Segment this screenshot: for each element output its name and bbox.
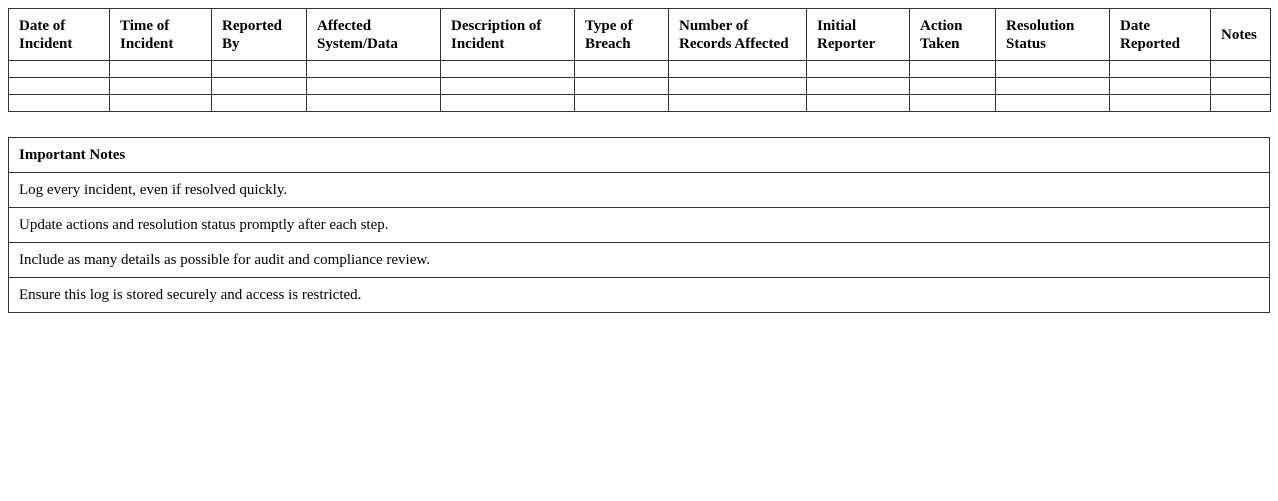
column-header: Type of Breach xyxy=(574,8,669,61)
table-cell[interactable] xyxy=(211,94,307,112)
table-cell[interactable] xyxy=(1109,60,1211,78)
table-cell[interactable] xyxy=(8,77,110,95)
table-cell[interactable] xyxy=(306,77,441,95)
column-header: Resolution Status xyxy=(995,8,1110,61)
table-cell[interactable] xyxy=(574,60,669,78)
table-cell[interactable] xyxy=(909,94,996,112)
table-row xyxy=(8,77,1271,95)
table-cell[interactable] xyxy=(440,77,575,95)
table-cell[interactable] xyxy=(1210,94,1271,112)
column-header: Action Taken xyxy=(909,8,996,61)
column-header: Time of Incident xyxy=(109,8,212,61)
table-cell[interactable] xyxy=(1109,94,1211,112)
column-header: Number of Records Affected xyxy=(668,8,807,61)
column-header: Initial Reporter xyxy=(806,8,910,61)
table-cell[interactable] xyxy=(440,60,575,78)
table-cell[interactable] xyxy=(1109,77,1211,95)
table-cell[interactable] xyxy=(995,77,1110,95)
column-header: Notes xyxy=(1210,8,1271,61)
table-cell[interactable] xyxy=(806,77,910,95)
note-item: Update actions and resolution status pro… xyxy=(8,207,1270,243)
table-cell[interactable] xyxy=(440,94,575,112)
column-header: Description of Incident xyxy=(440,8,575,61)
table-cell[interactable] xyxy=(211,77,307,95)
note-item: Log every incident, even if resolved qui… xyxy=(8,172,1270,208)
incident-log-table: Date of Incident Time of Incident Reported… xyxy=(8,8,1271,112)
table-cell[interactable] xyxy=(109,77,212,95)
table-cell[interactable] xyxy=(1210,77,1271,95)
column-header: Date of Incident xyxy=(8,8,110,61)
table-cell[interactable] xyxy=(306,60,441,78)
important-notes-table: Important Notes Log every incident, even… xyxy=(8,137,1270,313)
table-cell[interactable] xyxy=(995,94,1110,112)
notes-title: Important Notes xyxy=(8,137,1270,173)
table-cell[interactable] xyxy=(668,94,807,112)
table-cell[interactable] xyxy=(8,94,110,112)
table-cell[interactable] xyxy=(806,60,910,78)
table-row xyxy=(8,94,1271,112)
table-cell[interactable] xyxy=(8,60,110,78)
column-header: Reported By xyxy=(211,8,307,61)
table-cell[interactable] xyxy=(574,77,669,95)
table-cell[interactable] xyxy=(909,77,996,95)
table-cell[interactable] xyxy=(806,94,910,112)
table-cell[interactable] xyxy=(909,60,996,78)
table-cell[interactable] xyxy=(109,94,212,112)
column-header: Date Reported xyxy=(1109,8,1211,61)
column-header: Affected System/Data xyxy=(306,8,441,61)
note-item: Include as many details as possible for … xyxy=(8,242,1270,278)
table-cell[interactable] xyxy=(995,60,1110,78)
table-row xyxy=(8,60,1271,78)
note-item: Ensure this log is stored securely and a… xyxy=(8,277,1270,313)
table-cell[interactable] xyxy=(668,60,807,78)
table-cell[interactable] xyxy=(211,60,307,78)
table-cell[interactable] xyxy=(574,94,669,112)
table-cell[interactable] xyxy=(306,94,441,112)
table-cell[interactable] xyxy=(1210,60,1271,78)
table-cell[interactable] xyxy=(668,77,807,95)
table-cell[interactable] xyxy=(109,60,212,78)
